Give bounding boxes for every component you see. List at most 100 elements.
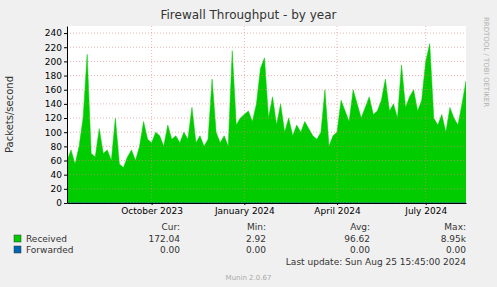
y-axis: 0 20 40 60 80 100 120 140 160 180 200 220 240 xyxy=(45,27,68,209)
y-tick-label: 20 xyxy=(51,184,63,194)
series-area xyxy=(67,44,466,203)
grid-line-x xyxy=(337,26,338,203)
legend-header: Min: xyxy=(247,222,266,232)
y-tick: 200 xyxy=(45,57,67,67)
legend-label: Forwarded xyxy=(26,245,73,255)
legend-value: 2.92 xyxy=(246,234,266,244)
legend-value: 0.00 xyxy=(446,245,466,255)
background xyxy=(0,0,497,287)
y-tick: 60 xyxy=(51,156,67,166)
title: Firewall Throughput - by year xyxy=(160,8,336,22)
y-tick-label: 140 xyxy=(45,99,62,109)
y-tick-label: 120 xyxy=(45,113,62,123)
x-axis-line xyxy=(68,203,467,204)
grid-line-y xyxy=(67,118,466,119)
y-tick: 120 xyxy=(45,113,67,123)
y-tick-label: 160 xyxy=(45,85,62,95)
grid-line-y xyxy=(67,188,466,189)
y-tick-label: 0 xyxy=(56,198,62,208)
grid-line-y xyxy=(67,146,466,147)
x-tick: January 2024 xyxy=(214,203,275,216)
x-tick-mark xyxy=(426,203,427,205)
watermark: RRDTOOL / TOBI OETIKER xyxy=(482,17,490,107)
x-tick-mark xyxy=(244,203,245,205)
legend-swatch xyxy=(14,246,21,253)
grid xyxy=(67,26,466,203)
grid-line-x xyxy=(244,26,245,203)
grid-line-x xyxy=(425,26,426,203)
y-tick-label: 100 xyxy=(45,128,62,138)
chart: 0 20 40 60 80 100 120 140 160 180 200 220 240 October… xyxy=(0,0,497,287)
y-tick-mark xyxy=(64,61,67,62)
y-tick-mark xyxy=(64,90,67,91)
y-tick-mark xyxy=(64,175,67,176)
grid-line-x xyxy=(151,26,152,203)
y-tick-label: 80 xyxy=(51,142,63,152)
x-tick-label: April 2024 xyxy=(314,206,361,216)
legend-label: Received xyxy=(26,234,67,244)
y-tick-label: 200 xyxy=(45,57,62,67)
y-tick-mark xyxy=(64,189,67,190)
y-tick-mark xyxy=(64,118,67,119)
grid-line-y xyxy=(67,75,466,76)
x-tick-label: October 2023 xyxy=(121,206,183,216)
credit: Munin 2.0.67 xyxy=(226,274,272,282)
x-tick-mark xyxy=(337,203,338,205)
y-tick: 180 xyxy=(45,71,67,81)
y-tick: 160 xyxy=(45,85,67,95)
footer: Last update: Sun Aug 25 15:45:00 2024 xyxy=(286,257,466,267)
plot-area xyxy=(67,44,466,203)
plot-background xyxy=(67,26,466,203)
x-axis: October 2023 January 2024 April 2024 July 2… xyxy=(68,203,467,216)
y-tick-label: 60 xyxy=(51,156,63,166)
legend-value: 0.00 xyxy=(350,245,370,255)
y-tick-label: 240 xyxy=(45,28,62,38)
legend-swatch xyxy=(14,235,21,242)
grid-line-y xyxy=(67,103,466,104)
x-tick: April 2024 xyxy=(314,203,361,216)
legend-header: Cur: xyxy=(161,222,180,232)
y-tick: 20 xyxy=(51,184,67,194)
x-tick-label: January 2024 xyxy=(214,206,275,216)
y-tick-mark xyxy=(64,76,67,77)
legend-header: Max: xyxy=(444,222,466,232)
grid-line-y xyxy=(67,47,466,48)
y-tick: 40 xyxy=(51,170,67,180)
y-tick-mark xyxy=(64,146,67,147)
legend-value: 172.04 xyxy=(149,234,181,244)
y-tick-mark xyxy=(64,203,67,204)
grid-line-y xyxy=(67,89,466,90)
grid-line-y xyxy=(67,203,466,204)
y-axis-line xyxy=(67,27,68,204)
legend: Cur: Min: Avg: Max: Received 172.04 2.92 96.62 8… xyxy=(14,222,467,255)
y-tick: 80 xyxy=(51,142,67,152)
y-tick-mark xyxy=(64,47,67,48)
grid-line-y xyxy=(67,132,466,133)
x-tick: October 2023 xyxy=(121,203,183,216)
legend-value: 0.00 xyxy=(246,245,266,255)
y-tick: 140 xyxy=(45,99,67,109)
grid-line-y xyxy=(67,160,466,161)
y-tick: 240 xyxy=(45,28,67,38)
legend-value: 96.62 xyxy=(344,234,370,244)
legend-value: 8.95k xyxy=(441,234,467,244)
grid-line-y xyxy=(67,174,466,175)
y-tick: 220 xyxy=(45,43,67,53)
x-tick-label: July 2024 xyxy=(404,206,447,216)
x-tick-mark xyxy=(152,203,153,205)
y-tick: 100 xyxy=(45,128,67,138)
series-area xyxy=(67,203,466,204)
grid-line-y xyxy=(67,33,466,34)
y-tick-label: 220 xyxy=(45,43,62,53)
x-tick: July 2024 xyxy=(404,203,447,216)
y-axis-title: Packets/second xyxy=(4,76,15,153)
y-tick-label: 180 xyxy=(45,71,62,81)
legend-header: Avg: xyxy=(350,222,370,232)
y-tick-mark xyxy=(64,104,67,105)
legend-value: 0.00 xyxy=(160,245,180,255)
grid-line-y xyxy=(67,61,466,62)
y-tick-label: 40 xyxy=(51,170,63,180)
y-tick-mark xyxy=(64,161,67,162)
y-tick: 0 xyxy=(56,198,67,208)
y-tick-mark xyxy=(64,132,67,133)
